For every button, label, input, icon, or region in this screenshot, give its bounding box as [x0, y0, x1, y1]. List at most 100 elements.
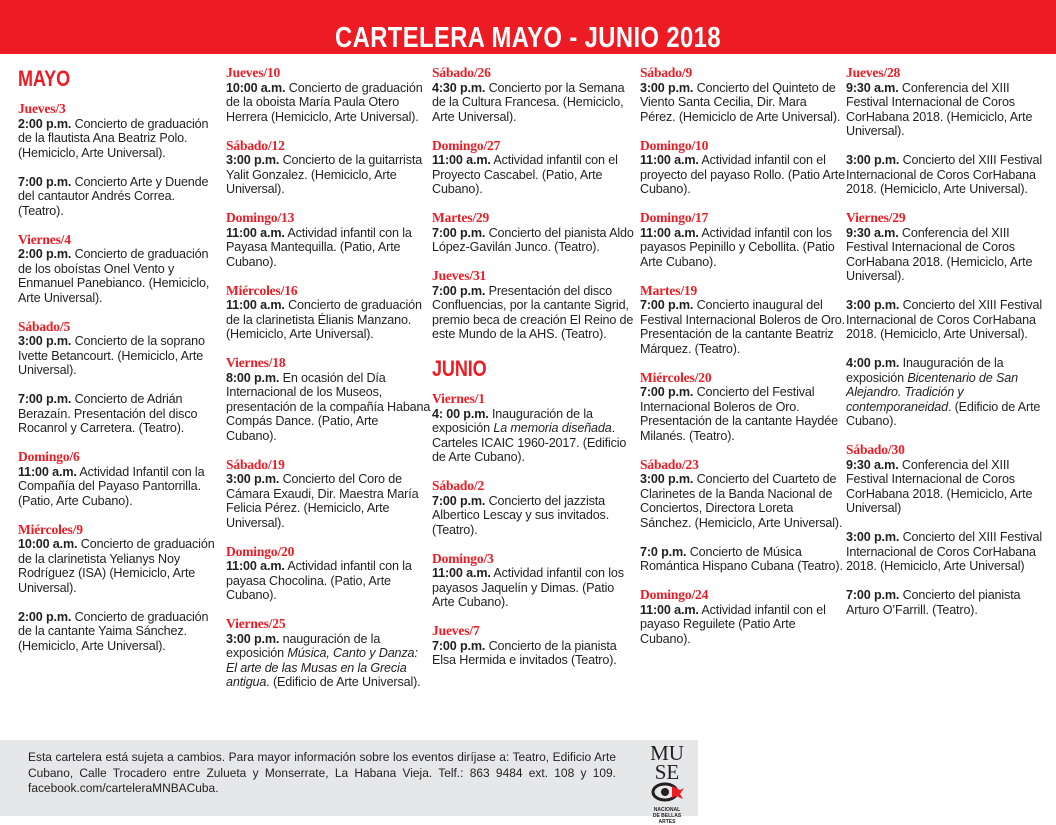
day-block: Domingo/24 11:00 a.m. Actividad infantil …	[640, 587, 845, 646]
day-label: Viernes/18	[226, 355, 286, 370]
day-block: Martes/19 7:00 p.m. Concierto inaugural d…	[640, 282, 845, 357]
day-label: Viernes/4	[18, 231, 71, 247]
event-text: Concierto inaugural del Festival Interna…	[640, 298, 845, 356]
day-label: Sábado/19	[226, 456, 285, 472]
day-block: Viernes/25 3:00 p.m. nauguración de la ex…	[226, 616, 431, 690]
day-block: Domingo/13 11:00 a.m. Actividad infantil …	[226, 210, 431, 269]
event-time: 4:30 p.m.	[432, 80, 486, 95]
event-item: 7:00 p.m. Concierto Arte y Duende del ca…	[18, 175, 223, 219]
day-label: Sábado/2	[432, 478, 485, 493]
event-time: 3:00 p.m.	[846, 298, 900, 312]
event-item: 7:00 p.m. Presentación del disco Conflue…	[432, 284, 637, 342]
month-heading: MAYO	[18, 66, 70, 91]
event-text: Conferencia del XIII Festival Internacio…	[846, 80, 1033, 139]
event-text: Actividad infantil con el payaso Reguile…	[640, 602, 826, 646]
event-time: 7:0 p.m.	[640, 544, 687, 559]
day-label: Jueves/28	[846, 65, 901, 80]
event-text: Concierto del jazzista Albertico Lescay …	[432, 493, 610, 537]
event-text: Actividad infantil con los payasos Jaque…	[432, 566, 624, 609]
event-time: 3:00 p.m.	[640, 80, 694, 95]
event-text: Concierto del Festival Internacional Bol…	[640, 385, 838, 443]
day-label: Sábado/30	[846, 442, 905, 457]
day-block: Sábado/26 4:30 p.m. Concierto por la Sema…	[432, 65, 637, 124]
day-block: Sábado/30 9:30 a.m. Conferencia del XIII …	[846, 442, 1046, 617]
event-time: 11:00 a.m.	[640, 153, 699, 167]
event-text: Concierto de graduación de los oboístas …	[18, 247, 210, 305]
event-item: 11:00 a.m. Actividad infantil con los pa…	[640, 226, 845, 270]
event-item: 8:00 p.m. En ocasión del Día Internacion…	[226, 371, 431, 444]
event-text: Concierto de graduación de la clarinetis…	[226, 298, 422, 341]
event-item: 11:00 a.m. Concierto de graduación de la…	[226, 298, 431, 342]
event-time: 8:00 p.m.	[226, 370, 280, 385]
day-block: Jueves/10 10:00 a.m. Concierto de graduac…	[226, 65, 431, 125]
event-item: 7:00 p.m. Concierto del pianista Arturo …	[846, 588, 1046, 617]
event-item: 11:00 a.m. Actividad Infantil con la Com…	[18, 465, 223, 509]
event-text: Concierto del Quinteto de Viento Santa C…	[640, 80, 841, 124]
event-time: 9:30 a.m.	[846, 80, 899, 95]
event-time: 2:00 p.m.	[18, 609, 72, 624]
column-3: Sábado/26 4:30 p.m. Concierto por la Sema…	[432, 65, 637, 682]
month-heading: JUNIO	[432, 356, 487, 381]
day-label: Domingo/20	[226, 543, 295, 559]
event-title-italic: Música, Canto y Danza: El arte de las Mu…	[226, 646, 418, 689]
event-item: 7:00 p.m. Concierto del jazzista Alberti…	[432, 494, 637, 538]
event-text: Concierto del pianista Aldo López-Gavilá…	[432, 225, 634, 255]
event-item: 11:00 a.m. Actividad infantil con el Pro…	[432, 153, 637, 197]
event-item: 11:00 a.m. Actividad infantil con los pa…	[432, 566, 637, 610]
day-block: Domingo/27 11:00 a.m. Actividad infantil …	[432, 138, 637, 197]
day-block: Viernes/1 4: 00 p.m. Inauguración de la e…	[432, 391, 637, 465]
event-text: Concierto de la soprano Ivette Betancour…	[18, 334, 205, 377]
event-text: Concierto Arte y Duende del cantautor An…	[18, 174, 209, 218]
event-text: Concierto de Música Romántica Hispano Cu…	[640, 544, 843, 574]
event-text: Concierto del pianista Arturo O’Farrill.…	[846, 588, 1021, 617]
footer: Esta cartelera está sujeta a cambios. Pa…	[0, 740, 698, 825]
day-block: Viernes/18 8:00 p.m. En ocasión del Día I…	[226, 355, 431, 444]
event-item: 2:00 p.m. Concierto de graduación de la …	[18, 610, 223, 654]
event-time: 11:00 a.m.	[640, 602, 699, 617]
event-time: 2:00 p.m.	[18, 247, 72, 261]
day-label: Jueves/31	[432, 268, 487, 283]
event-time: 11:00 a.m.	[640, 225, 699, 240]
event-text: Concierto de graduación de la cantante Y…	[18, 609, 209, 653]
day-label: Martes/19	[640, 282, 698, 298]
day-block: Sábado/23 3:00 p.m. Concierto del Cuartet…	[640, 457, 845, 574]
event-item: 7:00 p.m. Concierto del pianista Aldo Ló…	[432, 226, 637, 255]
event-time: 11:00 a.m.	[432, 566, 491, 580]
event-item: 7:00 p.m. Concierto del Festival Interna…	[640, 385, 845, 443]
event-time: 2:00 p.m.	[18, 116, 72, 131]
day-label: Viernes/25	[226, 616, 286, 631]
museum-logo: MU SE NACIONAL DE BELLAS ARTES	[650, 741, 684, 825]
event-item: 3:00 p.m. Concierto del XIII Festival In…	[846, 298, 1046, 342]
event-text: Concierto del XIII Festival Internaciona…	[846, 298, 1043, 341]
day-block: Jueves/7 7:00 p.m. Concierto de la pianis…	[432, 623, 637, 668]
event-item: 10:00 a.m. Concierto de graduación de la…	[226, 81, 431, 125]
day-label: Jueves/7	[432, 623, 480, 638]
event-text: Concierto de Adrián Berazaín. Presentaci…	[18, 392, 198, 435]
event-text: Conferencia del XIII Festival Internacio…	[846, 225, 1033, 284]
day-block: Sábado/12 3:00 p.m. Concierto de la guita…	[226, 137, 431, 197]
event-item: 3:00 p.m. Concierto del XIII Festival In…	[846, 153, 1046, 197]
day-label: Martes/29	[432, 210, 490, 225]
eye-logo-icon	[651, 782, 684, 802]
day-label: Miércoles/16	[226, 282, 298, 298]
event-time: 10:00 a.m.	[226, 80, 286, 95]
day-block: Sábado/19 3:00 p.m. Concierto del Coro de…	[226, 456, 431, 531]
event-item: 4: 00 p.m. Inauguración de la exposición…	[432, 407, 637, 465]
event-item: 11:00 a.m. Actividad infantil con el pro…	[640, 153, 845, 197]
event-item: 7:00 p.m. Concierto de Adrián Berazaín. …	[18, 392, 223, 436]
header-banner: CARTELERA MAYO - JUNIO 2018	[0, 0, 1056, 54]
event-text: Concierto del XIII Festival Internaciona…	[846, 153, 1043, 196]
day-block: Sábado/9 3:00 p.m. Concierto del Quinteto…	[640, 65, 845, 124]
event-item: 7:00 p.m. Concierto inaugural del Festiv…	[640, 298, 845, 356]
event-time: 11:00 a.m.	[226, 559, 285, 573]
event-text: nauguración de la exposición	[226, 631, 381, 661]
event-time: 7:00 p.m.	[432, 283, 486, 298]
day-label: Sábado/5	[18, 318, 71, 334]
event-text: Actividad Infantil con la Compañía del P…	[18, 464, 205, 508]
page-title: CARTELERA MAYO - JUNIO 2018	[335, 22, 721, 54]
day-block: Miércoles/9 10:00 a.m. Concierto de gradu…	[18, 522, 223, 654]
day-block: Martes/29 7:00 p.m. Concierto del pianist…	[432, 210, 637, 255]
day-label: Sábado/12	[226, 137, 285, 153]
day-label: Viernes/29	[846, 210, 906, 225]
event-time: 10:00 a.m.	[18, 537, 78, 551]
